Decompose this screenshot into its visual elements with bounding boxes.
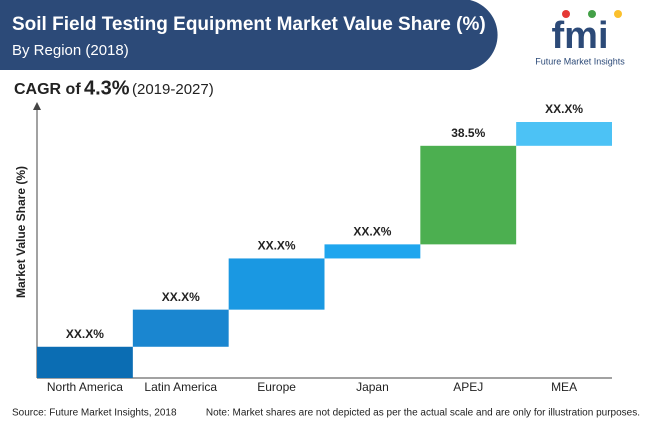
x-tick-label: Europe xyxy=(257,380,296,394)
logo: fmi Future Market Insights xyxy=(535,10,625,66)
cagr-prefix: CAGR of xyxy=(14,81,81,98)
value-label: XX.X% xyxy=(545,102,583,116)
logo-name: Future Market Insights xyxy=(535,56,625,66)
value-label: XX.X% xyxy=(162,290,200,304)
logo-mark: fmi xyxy=(552,15,609,57)
x-tick-label: North America xyxy=(47,380,123,394)
x-tick-label: Latin America xyxy=(144,380,217,394)
value-label: XX.X% xyxy=(258,239,296,253)
value-label: XX.X% xyxy=(353,225,391,239)
bar xyxy=(228,258,325,310)
bar xyxy=(37,346,133,378)
logo-dot xyxy=(588,10,596,18)
bar xyxy=(516,122,612,146)
x-tick-label: APEJ xyxy=(453,380,483,394)
bar xyxy=(132,309,229,347)
bar xyxy=(420,145,517,245)
x-tick-label: MEA xyxy=(551,380,577,394)
value-label: 38.5% xyxy=(451,126,485,140)
title-banner xyxy=(0,0,498,70)
y-axis-label: Market Value Share (%) xyxy=(14,166,28,298)
value-label: XX.X% xyxy=(66,327,104,341)
bar xyxy=(324,244,421,259)
footer-source: Source: Future Market Insights, 2018 xyxy=(12,408,177,419)
cagr-value: 4.3% xyxy=(84,77,130,99)
x-tick-label: Japan xyxy=(356,380,389,394)
y-axis-arrow xyxy=(33,102,41,110)
footer-note: Note: Market shares are not depicted as … xyxy=(206,408,640,419)
chart-title: Soil Field Testing Equipment Market Valu… xyxy=(12,14,486,35)
cagr-period: (2019-2027) xyxy=(132,81,214,98)
logo-dot xyxy=(562,10,570,18)
chart-subtitle: By Region (2018) xyxy=(12,42,129,59)
logo-dot xyxy=(614,10,622,18)
